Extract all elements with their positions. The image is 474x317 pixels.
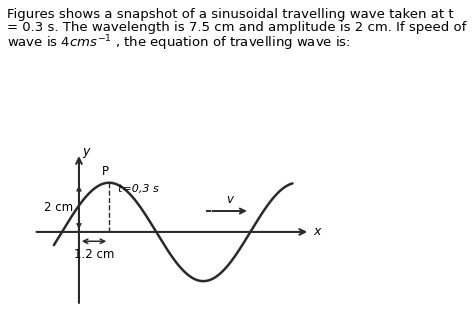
Text: 2 cm: 2 cm	[44, 201, 73, 214]
Text: = 0.3 s. The wavelength is 7.5 cm and amplitude is 2 cm. If speed of: = 0.3 s. The wavelength is 7.5 cm and am…	[7, 21, 466, 34]
Text: x: x	[314, 225, 321, 238]
Text: P: P	[102, 165, 109, 178]
Text: v: v	[226, 193, 233, 206]
Text: 1.2 cm: 1.2 cm	[74, 248, 115, 261]
Text: y: y	[82, 146, 89, 158]
Text: Figures shows a snapshot of a sinusoidal travelling wave taken at t: Figures shows a snapshot of a sinusoidal…	[7, 8, 454, 21]
Text: t=0,3 s: t=0,3 s	[118, 184, 159, 194]
Text: wave is $4cms^{-1}$ , the equation of travelling wave is:: wave is $4cms^{-1}$ , the equation of tr…	[7, 33, 351, 53]
